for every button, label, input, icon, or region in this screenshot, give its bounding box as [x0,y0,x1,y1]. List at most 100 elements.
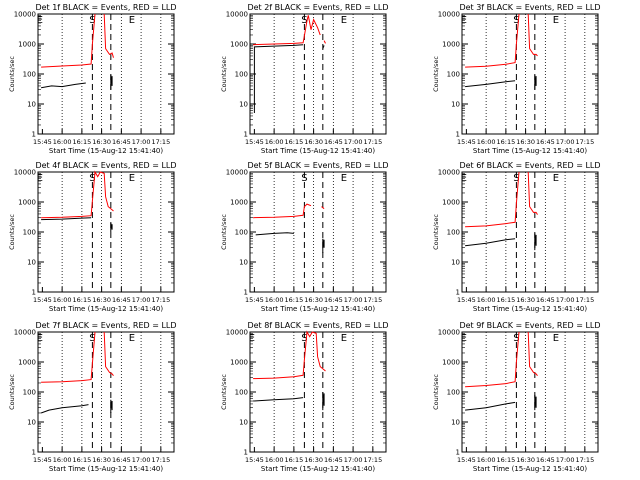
x-tick-label: 15:45 [457,296,476,304]
x-tick-label: 16:45 [324,296,343,304]
lld-series-line [41,331,96,383]
marker-e: E [37,15,43,26]
y-tick-label: 1 [456,289,460,297]
y-tick-label: 10000 [226,329,248,337]
events-series-line [534,394,537,411]
marker-s: S [301,333,307,344]
marker-e: E [341,173,347,184]
y-tick-label: 100 [235,229,248,237]
lld-series-line [41,13,96,68]
events-series-line [534,75,537,90]
x-tick-label: 16:30 [516,296,535,304]
y-tick-label: 1 [32,449,36,457]
y-tick-label: 10 [451,419,460,427]
x-tick-label: 16:45 [324,138,343,146]
lld-series-line [465,331,520,388]
y-tick-label: 10 [239,259,248,267]
x-tick-label: 15:45 [33,296,52,304]
y-tick-label: 10000 [438,169,460,177]
chart-panel-1: Det 1f BLACK = Events, RED = LLD 1 10 100 10… [8,3,177,155]
panel-title: Det 4f BLACK = Events, RED = LLD [35,161,176,170]
x-axis-label: Start Time (15-Aug-12 15:41:40) [261,305,375,313]
y-tick-label: 100 [23,389,36,397]
y-axis-label: Counts/sec [432,56,440,92]
x-tick-label: 17:15 [363,456,382,464]
y-tick-label: 1000 [18,199,36,207]
panel-title: Det 1f BLACK = Events, RED = LLD [35,3,176,12]
y-tick-label: 1 [32,289,36,297]
plot-frame [461,331,599,453]
lld-series-line [321,206,325,210]
chart-panel-4: Det 4f BLACK = Events, RED = LLD 1 10 100 10… [8,161,177,313]
y-tick-label: 1 [244,131,248,139]
x-tick-label: 17:00 [556,296,575,304]
panel-title: Det 7f BLACK = Events, RED = LLD [35,321,176,330]
y-tick-label: 1 [244,449,248,457]
plot-frame [461,171,599,293]
x-tick-label: 16:15 [285,138,304,146]
y-tick-label: 10 [27,419,36,427]
panel-title: Det 9f BLACK = Events, RED = LLD [459,321,600,330]
y-axis-label: Counts/sec [432,214,440,250]
y-axis-label: Counts/sec [432,374,440,410]
events-series-line [110,74,113,90]
plot-frame [249,171,387,293]
y-tick-label: 10 [27,101,36,109]
y-axis-label: Counts/sec [220,56,228,92]
y-tick-label: 10000 [14,169,36,177]
events-series-line [465,80,516,88]
marker-s: S [513,333,519,344]
y-tick-label: 100 [23,71,36,79]
chart-panel-2: Det 2f BLACK = Events, RED = LLD 1 10 100 10… [220,3,389,155]
chart-panel-9: Det 9f BLACK = Events, RED = LLD 1 10 100 10… [432,321,601,473]
x-tick-label: 16:15 [73,456,92,464]
events-series-line [465,401,516,411]
x-tick-label: 16:15 [497,296,516,304]
lld-series-line [103,13,114,58]
y-tick-label: 100 [235,389,248,397]
x-tick-label: 16:00 [53,296,72,304]
y-tick-label: 100 [447,71,460,79]
x-tick-label: 16:00 [265,456,284,464]
events-series-line [322,238,325,253]
x-tick-label: 16:00 [477,138,496,146]
y-tick-label: 10 [239,419,248,427]
events-series-line [255,232,294,236]
x-tick-label: 16:30 [516,456,535,464]
y-tick-label: 10 [239,101,248,109]
x-tick-label: 17:00 [344,296,363,304]
y-tick-label: 1000 [442,199,460,207]
events-series-line [41,82,86,89]
panel-title: Det 2f BLACK = Events, RED = LLD [247,3,388,12]
marker-e: E [553,173,559,184]
x-tick-label: 16:30 [304,456,323,464]
x-tick-label: 17:00 [556,138,575,146]
x-tick-label: 15:45 [33,456,52,464]
panel-title: Det 8f BLACK = Events, RED = LLD [247,321,388,330]
chart-panel-8: Det 8f BLACK = Events, RED = LLD 1 10 100 10… [220,321,389,473]
x-tick-label: 15:45 [245,456,264,464]
x-axis-label: Start Time (15-Aug-12 15:41:40) [261,147,375,155]
marker-e: E [461,15,467,26]
y-tick-label: 10000 [438,329,460,337]
plot-frame [37,331,175,453]
y-tick-label: 1000 [18,359,36,367]
x-axis-label: Start Time (15-Aug-12 15:41:40) [261,465,375,473]
x-tick-label: 16:15 [497,456,516,464]
y-tick-label: 1000 [442,41,460,49]
panel-title: Det 5f BLACK = Events, RED = LLD [247,161,388,170]
lld-series-line [527,331,538,377]
x-tick-label: 17:00 [132,296,151,304]
x-tick-label: 16:00 [477,296,496,304]
x-tick-label: 17:15 [575,138,594,146]
x-tick-label: 16:30 [304,138,323,146]
y-tick-label: 1000 [230,359,248,367]
y-tick-label: 1000 [230,199,248,207]
events-series-line [110,399,113,413]
events-series-line [40,404,89,414]
y-tick-label: 10000 [14,11,36,19]
x-tick-label: 16:45 [536,138,555,146]
x-tick-label: 16:00 [53,138,72,146]
chart-panel-6: Det 6f BLACK = Events, RED = LLD 1 10 100 10… [432,161,601,313]
